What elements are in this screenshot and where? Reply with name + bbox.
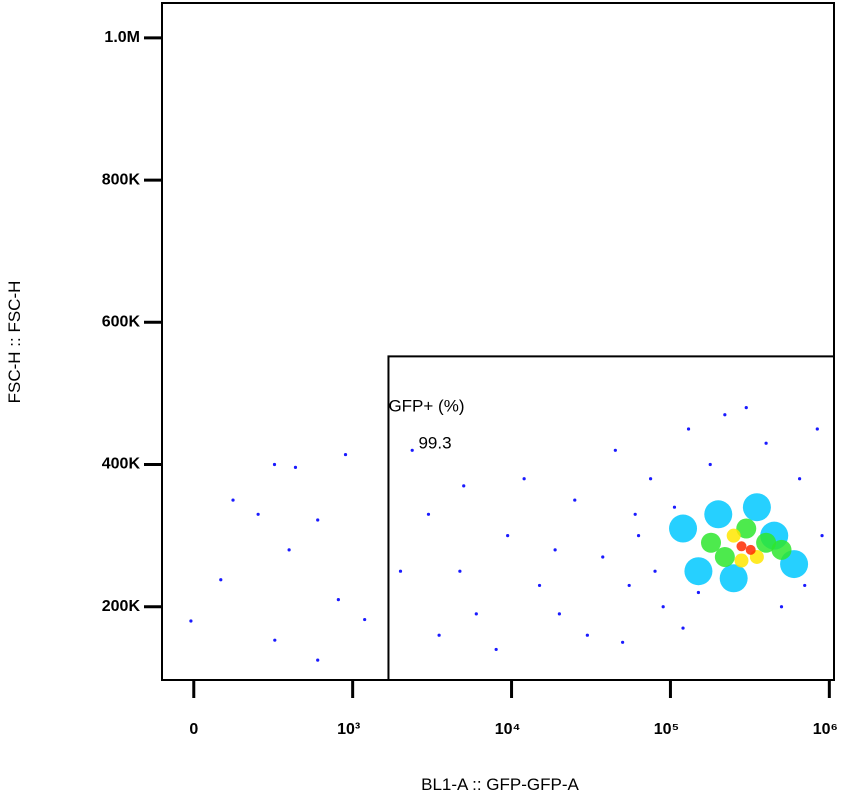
event-dot	[771, 539, 792, 560]
y-tick-label: 400K	[102, 456, 141, 473]
event-dot	[701, 532, 722, 553]
event-dot	[756, 532, 777, 553]
event-dot	[736, 541, 747, 552]
event-dot	[684, 557, 713, 586]
event-dot	[437, 633, 441, 637]
event-dot	[648, 477, 653, 481]
event-dot	[494, 647, 498, 652]
x-tick-label: 10³	[337, 721, 360, 738]
event-dot	[803, 583, 807, 588]
event-dot	[686, 427, 691, 431]
event-dot	[820, 534, 824, 538]
event-dot	[723, 413, 727, 417]
event-dot	[764, 441, 768, 445]
event-dot	[636, 534, 641, 538]
event-dot	[458, 569, 462, 573]
event-dot	[462, 484, 466, 488]
x-tick-label: 10⁴	[495, 721, 521, 738]
event-dot	[474, 612, 478, 616]
event-dot	[316, 518, 320, 522]
event-dot	[661, 605, 665, 609]
event-dot	[745, 544, 756, 555]
event-dot	[669, 514, 698, 543]
event-dot	[726, 528, 741, 543]
y-tick-label: 200K	[102, 598, 141, 615]
event-dot	[744, 406, 748, 410]
event-dot	[736, 518, 757, 539]
y-tick-label: 600K	[102, 314, 141, 331]
event-dot	[585, 633, 589, 637]
x-axis-label: BL1-A :: GFP-GFP-A	[421, 775, 579, 794]
event-dot	[506, 534, 510, 538]
x-tick-label: 10⁵	[654, 721, 679, 738]
event-dot	[343, 452, 348, 457]
event-dot	[779, 605, 784, 609]
event-dot	[553, 548, 557, 552]
event-dot	[219, 578, 223, 582]
event-dot	[704, 500, 733, 529]
event-dot	[273, 638, 277, 642]
event-dot	[426, 512, 431, 516]
y-tick-label: 800K	[102, 171, 141, 188]
event-dot	[708, 462, 712, 467]
event-dot	[363, 617, 367, 622]
gate-value: 99.3	[418, 433, 451, 452]
event-dot	[633, 512, 637, 516]
event-dot	[272, 462, 277, 467]
gate	[387, 355, 834, 680]
event-dot	[189, 619, 193, 623]
event-dot	[719, 564, 748, 593]
y-axis-label: FSC-H :: FSC-H	[5, 281, 24, 404]
event-dot	[653, 569, 657, 573]
event-dot	[522, 477, 526, 481]
event-dot	[557, 612, 561, 616]
event-dot	[601, 555, 605, 559]
event-dot	[293, 465, 298, 469]
event-dot	[573, 498, 577, 502]
event-dot	[410, 448, 414, 452]
event-dot	[681, 626, 685, 630]
event-dot	[627, 583, 631, 588]
event-dot	[621, 640, 625, 644]
event-dot	[696, 590, 701, 595]
event-dot	[672, 505, 677, 509]
plot-frame	[161, 2, 835, 681]
event-dot	[231, 498, 235, 502]
x-tick-label: 10⁶	[813, 721, 838, 738]
event-dot	[398, 569, 403, 573]
event-dot	[613, 448, 617, 452]
event-dot	[316, 658, 320, 662]
event-dot	[742, 493, 771, 522]
event-dot	[815, 427, 819, 431]
gate-name: GFP+ (%)	[388, 396, 464, 415]
event-dot	[256, 512, 260, 516]
event-dot	[287, 548, 291, 552]
event-dot	[714, 546, 735, 567]
event-dot	[537, 583, 542, 588]
event-dot	[734, 553, 749, 568]
event-dot	[336, 598, 340, 602]
x-tick-label: 0	[189, 721, 198, 738]
event-dot	[798, 477, 802, 481]
y-tick-label: 1.0M	[104, 29, 140, 46]
